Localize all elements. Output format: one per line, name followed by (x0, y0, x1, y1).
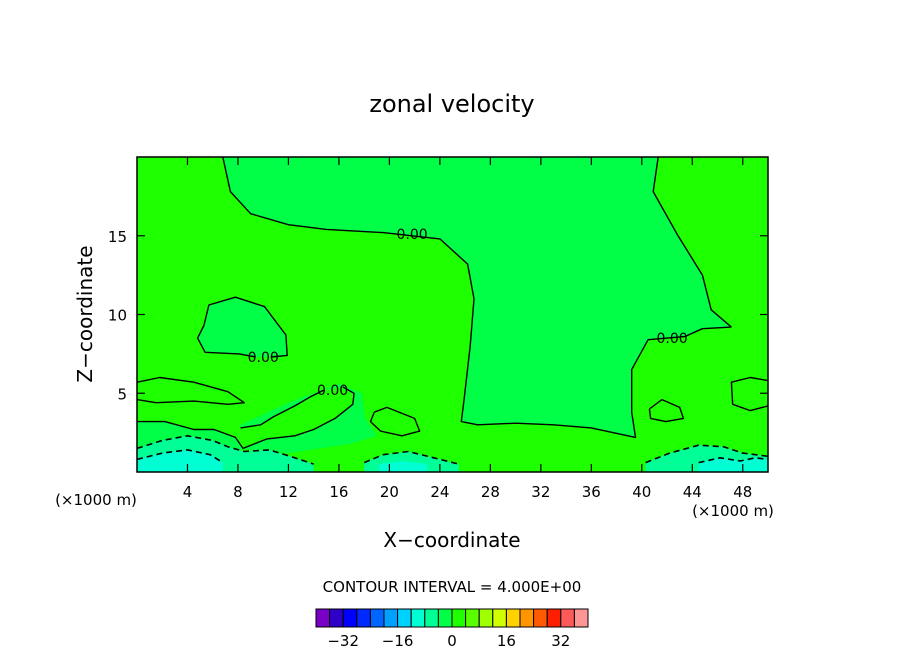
contour-fill-region (649, 399, 684, 422)
contour-fill-region (137, 449, 223, 472)
x-tick-label: 12 (279, 483, 298, 501)
colorbar-swatch (424, 608, 439, 628)
colorbar-tick-label: 16 (497, 632, 516, 650)
colorbar-swatch (356, 608, 371, 628)
colorbar-swatch (492, 608, 507, 628)
y-axis-ticks: 5 10 15 (108, 228, 768, 403)
contour-fill-region (197, 297, 288, 357)
x-tick-label: 36 (582, 483, 601, 501)
colorbar-swatch (315, 608, 331, 628)
contour-line (137, 376, 246, 405)
colorbar-swatch (546, 608, 562, 628)
plot-area (137, 157, 768, 472)
colorbar-swatch (329, 608, 344, 628)
colorbar-swatch (465, 608, 480, 628)
contour-line (645, 444, 768, 464)
contour-line (137, 434, 314, 465)
contour-line (196, 296, 288, 358)
contour-line (137, 386, 355, 450)
contour-fill-region (379, 461, 428, 472)
colorbar-swatch (397, 608, 412, 628)
contour-fill-region (698, 457, 768, 472)
chart-title: zonal velocity (369, 90, 534, 118)
x-units-right: (×1000 m) (692, 502, 774, 520)
colorbar-tick-label: 0 (447, 632, 457, 650)
colorbar-swatch (383, 608, 399, 628)
contour-line (652, 157, 732, 328)
contour-fill-region (587, 462, 620, 472)
x-tick-label: 24 (430, 483, 449, 501)
x-tick-label: 32 (531, 483, 550, 501)
contour-label: 0.00 (397, 227, 428, 243)
colorbar-swatch (451, 608, 467, 628)
contour-label: 0.00 (317, 383, 348, 399)
contour-labels: 0.00 0.00 0.00 0.00 (248, 227, 688, 399)
x-tick-label: 8 (233, 483, 243, 501)
x-tick-label: 4 (183, 483, 193, 501)
x-tick-label: 20 (380, 483, 399, 501)
colorbar-tick-label: −16 (382, 632, 414, 650)
colorbar-swatch (478, 608, 494, 628)
y-axis-label: Z−coordinate (73, 245, 97, 382)
filled-contour-regions (137, 157, 768, 472)
colorbar-swatch (410, 608, 426, 628)
contour-label: 0.00 (248, 350, 279, 366)
x-tick-label: 16 (329, 483, 348, 501)
contour-line (648, 398, 685, 423)
contour-fill-region (370, 407, 420, 436)
x-axis-ticks: 4 8 12 16 20 24 28 32 36 40 44 48 (183, 157, 752, 501)
x-tick-label: 28 (481, 483, 500, 501)
contour-interval-label: CONTOUR INTERVAL = 4.000E+00 (323, 578, 582, 596)
x-tick-label: 40 (632, 483, 651, 501)
y-tick-label: 15 (108, 228, 127, 246)
x-units-left: (×1000 m) (55, 491, 137, 509)
contour-line (698, 456, 768, 464)
colorbar-swatch (342, 608, 358, 628)
y-tick-label: 5 (117, 385, 127, 403)
colorbar-tick-label: −32 (327, 632, 359, 650)
contour-fill-region (137, 157, 732, 454)
contour-line (137, 449, 224, 464)
contour-line (730, 376, 768, 412)
contour-line (363, 450, 459, 465)
colorbar (315, 608, 589, 628)
x-tick-label: 48 (733, 483, 752, 501)
colorbar-swatch (560, 608, 575, 628)
contour-label: 0.00 (657, 331, 688, 347)
colorbar-swatch (533, 608, 548, 628)
colorbar-labels: −32 −16 0 16 32 (327, 632, 570, 650)
contour-lines (137, 157, 768, 465)
contour-fill-region (137, 377, 245, 405)
colorbar-swatch (519, 608, 535, 628)
contour-line (369, 406, 421, 437)
colorbar-swatch (437, 608, 453, 628)
x-tick-label: 44 (683, 483, 702, 501)
contour-fill-region (731, 377, 768, 411)
colorbar-swatch (369, 608, 385, 628)
colorbar-swatch (505, 608, 521, 628)
colorbar-tick-label: 32 (551, 632, 570, 650)
contour-line (240, 389, 325, 429)
y-tick-label: 10 (108, 307, 127, 325)
x-axis-label: X−coordinate (383, 528, 520, 552)
contour-line (222, 157, 732, 439)
colorbar-swatch (573, 608, 589, 628)
